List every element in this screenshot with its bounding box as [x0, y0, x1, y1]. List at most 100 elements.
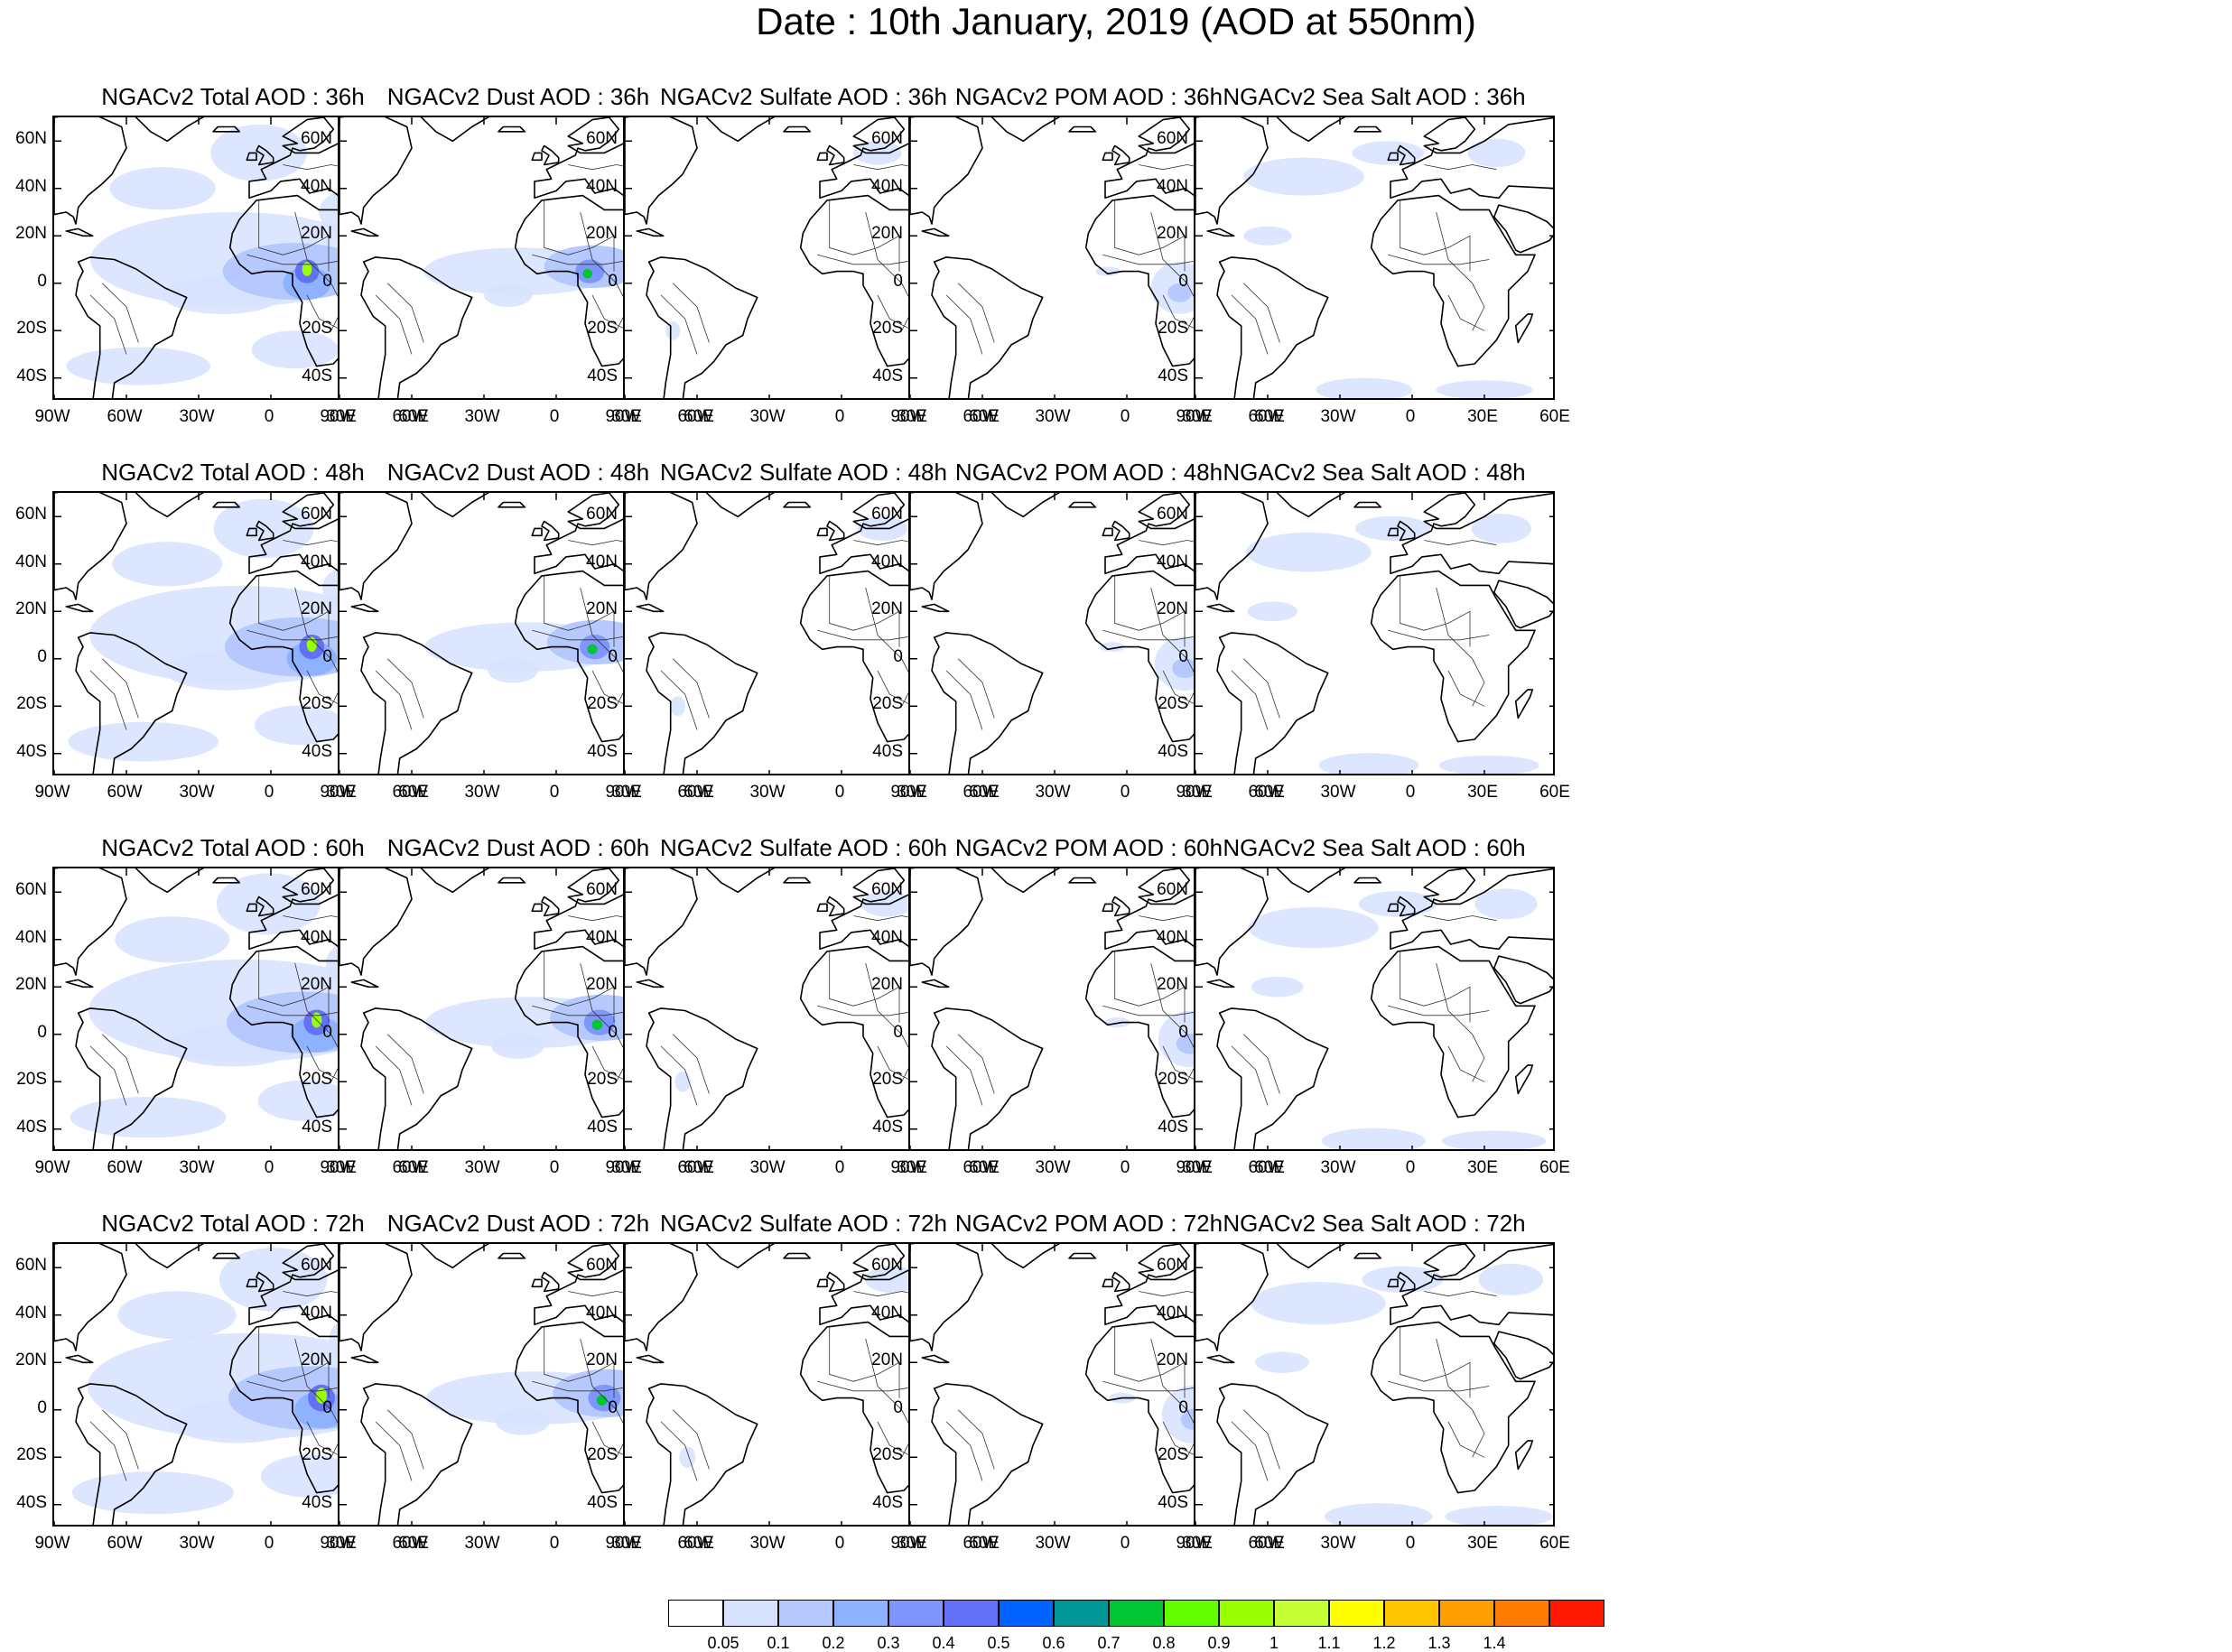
aod-plume — [1474, 888, 1538, 920]
border-line — [246, 1380, 349, 1392]
aod-plume — [670, 696, 685, 717]
coastline-cuba — [350, 979, 379, 988]
border-line — [877, 1421, 915, 1458]
colorbar-swatch — [778, 1600, 833, 1627]
coastline-ireland — [816, 1278, 828, 1288]
coastline-ireland — [1102, 903, 1113, 913]
lon-tick-label: 0 — [1405, 1534, 1416, 1553]
aod-plume — [1316, 377, 1412, 398]
lat-tick-label: 20N — [871, 224, 903, 244]
lon-tick-label: 60E — [398, 1534, 429, 1553]
border-line — [958, 658, 995, 719]
lat-tick-label: 20S — [16, 694, 47, 714]
coastline-europe — [1104, 117, 1268, 200]
aod-plume — [251, 330, 339, 369]
aod-map — [54, 868, 412, 1149]
colorbar-label: 0.5 — [987, 1634, 1010, 1652]
coastline-sa — [646, 1007, 758, 1149]
coastline-cuba — [921, 979, 950, 988]
coastline-green — [420, 868, 490, 894]
lat-tick-label: 20S — [302, 694, 332, 714]
coastline-green — [135, 493, 205, 518]
lat-tick-label: 60N — [301, 505, 332, 524]
lon-tick-label: 60E — [398, 1158, 429, 1177]
coastline-uk — [256, 144, 274, 166]
lat-tick-label: 60N — [301, 1256, 332, 1276]
map-frame — [1194, 867, 1555, 1151]
aod-map — [54, 493, 412, 774]
colorbar-label: 1.3 — [1428, 1634, 1451, 1652]
aod-map — [339, 117, 697, 398]
lon-tick-label: 30W — [179, 407, 215, 426]
lon-tick-label: 30W — [464, 1534, 500, 1553]
coastline-europe — [534, 117, 697, 200]
aod-shading — [70, 873, 405, 1138]
coastline-iceland — [212, 877, 241, 884]
lon-tick-label: 90W — [890, 783, 926, 802]
coastline-europe — [534, 1244, 697, 1326]
lon-tick-label: 60W — [1248, 1158, 1284, 1177]
border-line — [1231, 670, 1269, 730]
country-borders — [375, 540, 641, 730]
aod-plume — [316, 1387, 327, 1404]
lon-tick-label: 60E — [1254, 407, 1285, 426]
lon-tick-label: 60E — [398, 783, 429, 802]
coastline-iceland — [783, 125, 812, 133]
lat-tick-label: 60N — [871, 1256, 903, 1276]
lon-tick-label: 90W — [320, 1534, 356, 1553]
border-line — [306, 294, 344, 331]
lat-tick-label: 20N — [586, 224, 618, 244]
aod-plume — [219, 1248, 328, 1312]
coastline-green — [705, 868, 776, 894]
lon-tick-label: 90W — [1176, 407, 1212, 426]
lat-tick-label: 60N — [1157, 1256, 1188, 1276]
colorbar-swatch — [1164, 1600, 1219, 1627]
lon-tick-label: 30E — [1467, 407, 1498, 426]
colorbar-swatch — [723, 1600, 778, 1627]
lon-tick-label: 30W — [179, 1158, 215, 1177]
lon-tick-label: 60W — [963, 407, 999, 426]
coastline-ireland — [1387, 1278, 1399, 1288]
lon-tick-label: 30E — [1182, 783, 1213, 802]
coastline-europe — [1104, 493, 1268, 575]
panel-title: NGACv2 Sulfate AOD : 72h — [660, 1210, 947, 1237]
panel-title: NGACv2 Dust AOD : 60h — [386, 834, 650, 861]
map-frame — [1194, 116, 1555, 400]
lat-tick-label: 0 — [37, 1022, 47, 1042]
border-line — [1400, 951, 1471, 1023]
lon-tick-label: 0 — [1120, 783, 1130, 802]
panel-title: NGACv2 Total AOD : 48h — [101, 459, 365, 486]
colorbar-swatch — [1054, 1600, 1109, 1627]
coastline-europe — [534, 868, 697, 951]
border-line — [1102, 1005, 1204, 1016]
lon-tick-label: 60W — [107, 407, 143, 426]
lat-tick-label: 20N — [15, 975, 47, 995]
coastline-europe — [1390, 117, 1553, 200]
lat-tick-label: 60N — [15, 505, 47, 524]
border-line — [591, 1421, 629, 1458]
coastline-green — [705, 493, 776, 518]
lon-tick-label: 30W — [179, 783, 215, 802]
border-line — [1436, 211, 1485, 331]
lon-tick-label: 60W — [677, 407, 713, 426]
country-borders — [89, 1291, 356, 1481]
border-line — [246, 254, 349, 265]
aod-map — [1195, 117, 1553, 398]
panel-title: NGACv2 POM AOD : 60h — [954, 834, 1223, 861]
coastline-cuba — [350, 1354, 379, 1364]
lat-tick-label: 40S — [302, 366, 332, 385]
lon-tick-label: 0 — [834, 1534, 845, 1553]
lon-tick-label: 90W — [320, 407, 356, 426]
coastline-na — [625, 868, 698, 976]
aod-plume — [1172, 658, 1197, 679]
border-line — [829, 951, 900, 1023]
lon-tick-label: 0 — [264, 1158, 274, 1177]
lat-tick-label: 40S — [302, 1492, 332, 1512]
lat-tick-label: 40S — [872, 741, 903, 761]
lat-tick-label: 0 — [1178, 1022, 1188, 1042]
lat-tick-label: 60N — [301, 129, 332, 149]
colorbar-swatch — [833, 1600, 888, 1627]
lat-tick-label: 20S — [302, 1445, 332, 1465]
coastline-arabia — [1493, 955, 1553, 1005]
colorbar-swatch — [1549, 1600, 1604, 1627]
